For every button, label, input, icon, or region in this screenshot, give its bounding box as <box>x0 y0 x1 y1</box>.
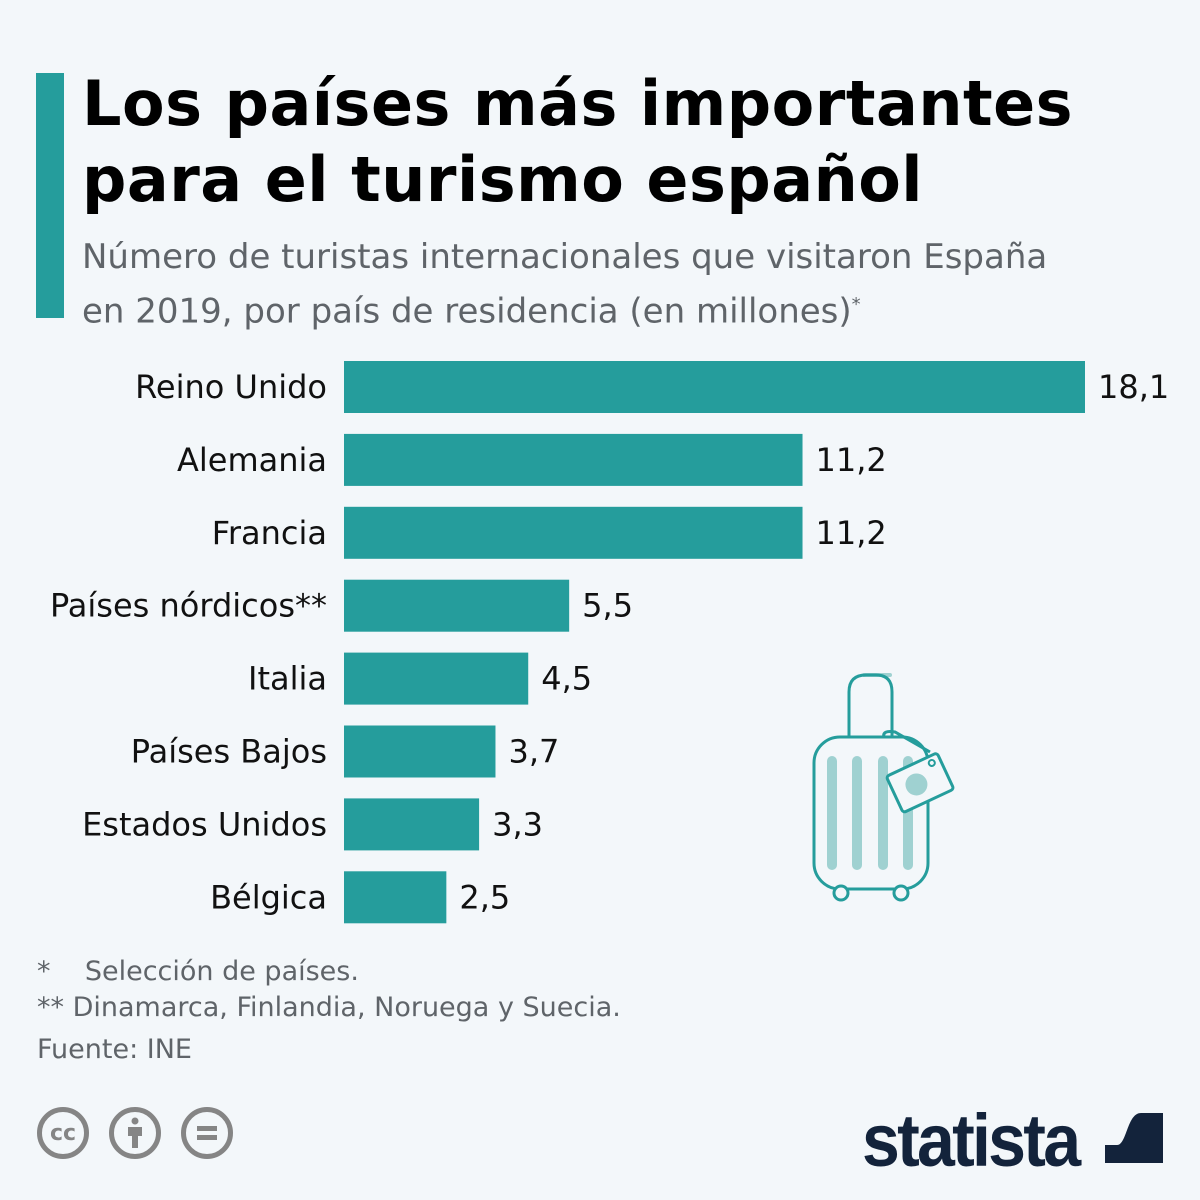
bar <box>344 433 803 486</box>
category-label: Países Bajos <box>131 733 327 771</box>
subtitle-line: Número de turistas internacionales que v… <box>82 237 1048 277</box>
value-label: 11,2 <box>816 514 887 552</box>
bar <box>344 798 480 851</box>
value-label: 3,7 <box>508 733 559 771</box>
bar <box>344 725 496 778</box>
category-label: Reino Unido <box>135 368 327 406</box>
title-line: para el turismo español <box>82 143 924 216</box>
value-label: 4,5 <box>541 660 592 698</box>
subtitle-footnote-mark: * <box>851 294 861 315</box>
statista-logo[interactable]: statista <box>862 1099 1081 1182</box>
category-label: Bélgica <box>210 878 327 916</box>
subtitle-line: en 2019, por país de residencia (en mill… <box>82 291 852 332</box>
title-accent-bar <box>36 73 64 318</box>
bar <box>344 579 570 632</box>
value-label: 5,5 <box>582 587 633 625</box>
suitcase-icon <box>812 673 955 902</box>
source: Fuente: INE <box>37 1034 192 1065</box>
category-label: Estados Unidos <box>82 805 327 843</box>
page-title: Los países más importantes para el turis… <box>82 66 1073 218</box>
no-derivatives-icon[interactable] <box>181 1107 233 1159</box>
subtitle: Número de turistas internacionales que v… <box>82 234 1047 335</box>
footnote: * Selección de países. <box>37 956 359 987</box>
statista-logo-mark <box>1105 1105 1163 1163</box>
bar <box>344 361 1085 413</box>
bar <box>344 506 803 559</box>
value-label: 2,5 <box>459 878 510 916</box>
cc-icon[interactable]: cc <box>37 1107 89 1159</box>
category-label: Francia <box>212 514 327 552</box>
category-label: Italia <box>248 660 327 698</box>
value-label: 11,2 <box>816 441 887 479</box>
category-label: Países nórdicos** <box>50 587 327 625</box>
attribution-icon[interactable] <box>109 1107 161 1159</box>
value-label: 18,1 <box>1098 368 1169 406</box>
bar <box>344 871 447 924</box>
footnote: ** Dinamarca, Finlandia, Noruega y Sueci… <box>37 992 621 1023</box>
value-label: 3,3 <box>492 805 543 843</box>
title-line: Los países más importantes <box>82 67 1074 140</box>
bar <box>344 652 529 705</box>
footnotes: * Selección de países. ** Dinamarca, Fin… <box>37 954 621 1068</box>
category-label: Alemania <box>177 441 327 479</box>
